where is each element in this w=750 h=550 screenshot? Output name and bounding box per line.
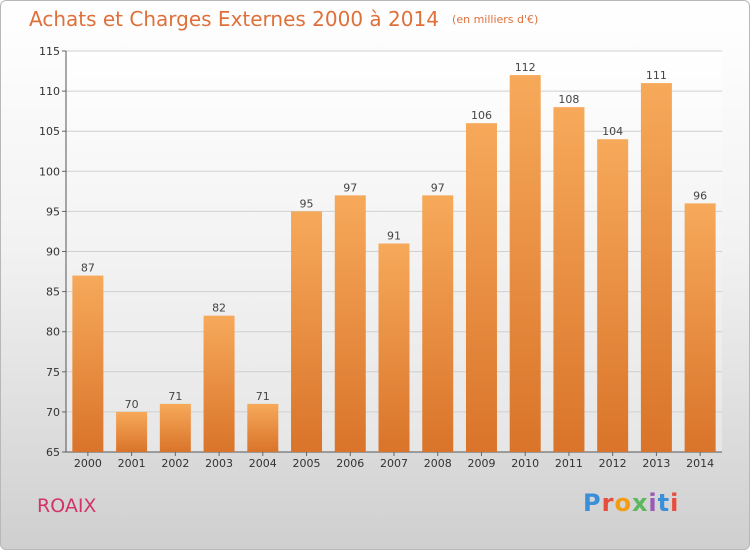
- y-tick-label: 100: [39, 165, 60, 178]
- x-tick-label: 2007: [380, 457, 408, 470]
- data-label: 97: [431, 181, 445, 194]
- bar: [640, 83, 672, 452]
- x-tick-label: 2006: [336, 457, 364, 470]
- y-tick-label: 65: [46, 446, 60, 459]
- bar: [465, 123, 497, 453]
- x-tick-label: 2014: [686, 457, 714, 470]
- y-tick-label: 75: [46, 366, 60, 379]
- y-tick-label: 80: [46, 326, 60, 339]
- bar: [509, 75, 541, 452]
- data-label: 71: [256, 390, 270, 403]
- data-label: 97: [343, 181, 357, 194]
- x-tick-label: 2000: [74, 457, 102, 470]
- bar: [334, 195, 366, 453]
- y-tick-label: 90: [46, 246, 60, 259]
- logo-letter: t: [657, 489, 671, 517]
- bar: [116, 411, 148, 452]
- x-tick-label: 2010: [511, 457, 539, 470]
- x-tick-label: 2011: [555, 457, 583, 470]
- y-tick-label: 115: [39, 45, 60, 58]
- x-tick-label: 2008: [424, 457, 452, 470]
- logo-letter: r: [601, 489, 615, 517]
- data-label: 91: [387, 229, 401, 242]
- bar: [597, 139, 629, 452]
- bar: [378, 243, 410, 452]
- logo-letter: P: [583, 489, 602, 517]
- bar: [422, 195, 454, 453]
- data-label: 70: [125, 398, 139, 411]
- data-label: 82: [212, 302, 226, 315]
- bar: [203, 315, 235, 452]
- logo-letter: i: [648, 489, 658, 517]
- x-tick-label: 2012: [599, 457, 627, 470]
- x-tick-label: 2005: [293, 457, 321, 470]
- bar: [684, 203, 716, 452]
- bar: [553, 107, 585, 452]
- x-tick-label: 2004: [249, 457, 277, 470]
- y-tick-label: 105: [39, 125, 60, 138]
- x-tick-label: 2001: [118, 457, 146, 470]
- y-tick-label: 70: [46, 406, 60, 419]
- x-tick-label: 2009: [467, 457, 495, 470]
- data-label: 104: [602, 125, 623, 138]
- data-label: 96: [693, 189, 707, 202]
- chart-unit: (en milliers d'€): [452, 13, 539, 26]
- logo-letter: o: [614, 489, 632, 517]
- title-row: Achats et Charges Externes 2000 à 2014 (…: [29, 7, 538, 31]
- logo-letter: x: [631, 489, 649, 517]
- x-tick-label: 2002: [161, 457, 189, 470]
- y-tick-label: 85: [46, 286, 60, 299]
- data-label: 95: [300, 197, 314, 210]
- data-label: 111: [646, 69, 667, 82]
- y-tick-label: 95: [46, 205, 60, 218]
- data-label: 108: [558, 93, 579, 106]
- data-label: 112: [515, 61, 536, 74]
- y-tick-label: 110: [39, 85, 60, 98]
- data-label: 87: [81, 262, 95, 275]
- commune-name: ROAIX: [37, 495, 97, 517]
- bar: [159, 403, 191, 452]
- data-label: 71: [168, 390, 182, 403]
- x-tick-label: 2003: [205, 457, 233, 470]
- logo-letter: i: [670, 489, 680, 517]
- bar: [247, 403, 279, 452]
- chart-title: Achats et Charges Externes 2000 à 2014: [29, 7, 439, 31]
- bar: [291, 211, 323, 452]
- x-tick-label: 2013: [642, 457, 670, 470]
- bar: [72, 275, 104, 452]
- proxiti-logo[interactable]: Proxiti: [583, 489, 679, 517]
- data-label: 106: [471, 109, 492, 122]
